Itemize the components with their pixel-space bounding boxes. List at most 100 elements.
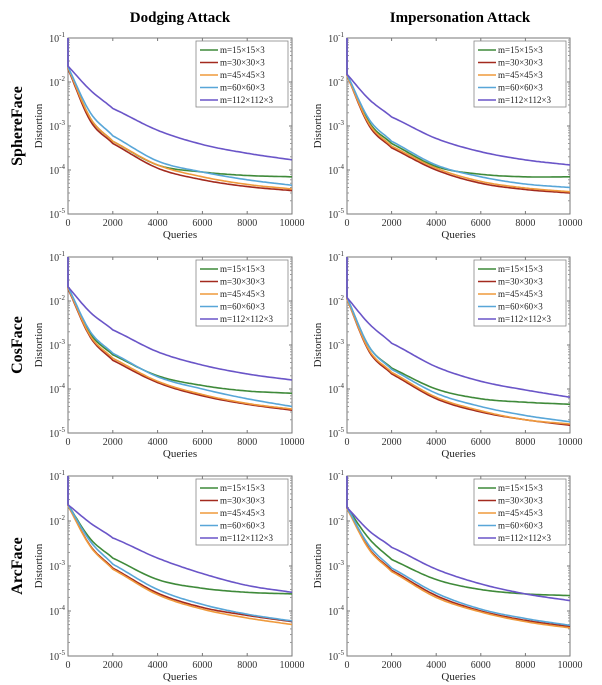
- x-tick-label: 8000: [237, 437, 257, 448]
- legend-label: m=15×15×3: [220, 45, 265, 55]
- series-line-3: [346, 476, 571, 629]
- y-tick-label: 10-1: [328, 31, 344, 45]
- legend-label: m=30×30×3: [498, 496, 543, 506]
- x-tick-label: 6000: [471, 660, 491, 671]
- legend-label: m=112×112×3: [220, 533, 274, 543]
- x-tick-label: 4000: [148, 437, 168, 448]
- y-tick-label: 10-5: [328, 426, 344, 440]
- y-tick-label: 10-1: [49, 469, 65, 483]
- series-line-4: [346, 476, 571, 627]
- series-line-4: [67, 476, 293, 622]
- y-axis-label: Distortion: [33, 543, 45, 588]
- x-tick-label: 2000: [103, 218, 123, 229]
- y-tick-label: 10-4: [49, 163, 65, 177]
- series-line-5: [346, 38, 571, 166]
- series-line-3: [67, 476, 293, 626]
- y-axis-label: Distortion: [312, 322, 324, 367]
- row-title-cosface: CosFace: [9, 316, 26, 374]
- x-tick-label: 8000: [515, 218, 535, 229]
- x-tick-label: 6000: [471, 218, 491, 229]
- legend-label: m=60×60×3: [220, 83, 265, 93]
- series-line-3: [67, 38, 293, 190]
- y-tick-label: 10-4: [328, 163, 344, 177]
- y-axis-label: Distortion: [33, 103, 45, 148]
- x-tick-label: 4000: [148, 218, 168, 229]
- legend-label: m=60×60×3: [498, 521, 543, 531]
- legend-label: m=15×15×3: [498, 264, 543, 274]
- legend: m=15×15×3 m=30×30×3 m=45×45×3 m=60×60×3 m=11…: [195, 259, 289, 327]
- series-line-5: [67, 476, 293, 594]
- x-axis-label: Queries: [163, 671, 197, 683]
- legend-label: m=112×112×3: [498, 533, 552, 543]
- legend-label: m=15×15×3: [498, 45, 543, 55]
- series-line-3: [346, 38, 571, 193]
- series-line-4: [67, 38, 293, 187]
- x-tick-label: 8000: [237, 660, 257, 671]
- series-line-5: [346, 257, 571, 398]
- column-title-impersonation: Impersonation Attack: [390, 10, 531, 26]
- x-tick-label: 2000: [382, 660, 402, 671]
- y-tick-label: 10-4: [49, 382, 65, 396]
- y-tick-label: 10-3: [49, 119, 65, 133]
- legend-label: m=112×112×3: [220, 95, 274, 105]
- legend: m=15×15×3 m=30×30×3 m=45×45×3 m=60×60×3 m=11…: [473, 40, 567, 108]
- legend-box: [473, 259, 567, 327]
- legend-label: m=45×45×3: [220, 508, 265, 518]
- legend-label: m=60×60×3: [220, 302, 265, 312]
- legend-label: m=112×112×3: [498, 314, 552, 324]
- legend-label: m=60×60×3: [498, 302, 543, 312]
- x-tick-label: 8000: [515, 437, 535, 448]
- legend-box: [195, 40, 289, 108]
- x-tick-label: 10000: [280, 218, 305, 229]
- legend-label: m=15×15×3: [220, 264, 265, 274]
- panel-sphereface-dodging: 0 2000 4000 6000 8000 10000 10-5 10-4 10-3 10-2 10…: [33, 31, 305, 241]
- legend-label: m=15×15×3: [220, 483, 265, 493]
- x-tick-label: 6000: [471, 437, 491, 448]
- row-title-sphereface: SphereFace: [9, 86, 26, 166]
- column-title-dodging: Dodging Attack: [130, 10, 231, 26]
- y-tick-label: 10-1: [49, 250, 65, 264]
- x-tick-label: 0: [66, 660, 71, 671]
- x-axis-label: Queries: [441, 229, 475, 241]
- y-tick-label: 10-5: [328, 207, 344, 221]
- y-tick-label: 10-5: [49, 649, 65, 663]
- legend-label: m=60×60×3: [498, 83, 543, 93]
- y-axis-label: Distortion: [33, 322, 45, 367]
- x-tick-label: 4000: [426, 660, 446, 671]
- x-tick-label: 10000: [558, 218, 583, 229]
- x-axis-label: Queries: [441, 671, 475, 683]
- y-tick-label: 10-3: [328, 338, 344, 352]
- y-tick-label: 10-3: [328, 119, 344, 133]
- legend: m=15×15×3 m=30×30×3 m=45×45×3 m=60×60×3 m=11…: [473, 478, 567, 546]
- legend-label: m=45×45×3: [498, 508, 543, 518]
- series-line-5: [346, 476, 571, 602]
- panel-arcface-dodging: 0 2000 4000 6000 8000 10000 10-5 10-4 10-3 10-2 10…: [33, 469, 305, 683]
- legend-label: m=30×30×3: [498, 58, 543, 68]
- panel-arcface-impersonation: 0 2000 4000 6000 8000 10000 10-5 10-4 10-3 10-2 10…: [312, 469, 583, 683]
- y-tick-label: 10-3: [49, 338, 65, 352]
- y-tick-label: 10-5: [328, 649, 344, 663]
- legend-box: [473, 478, 567, 546]
- x-tick-label: 4000: [148, 660, 168, 671]
- series-line-1: [67, 476, 293, 595]
- panel-cosface-impersonation: 0 2000 4000 6000 8000 10000 10-5 10-4 10-3 10-2 10…: [312, 250, 583, 460]
- y-tick-label: 10-3: [49, 559, 65, 573]
- x-tick-label: 0: [66, 437, 71, 448]
- legend-label: m=60×60×3: [220, 521, 265, 531]
- x-tick-label: 0: [66, 218, 71, 229]
- series-line-4: [67, 257, 293, 408]
- panel-cosface-dodging: 0 2000 4000 6000 8000 10000 10-5 10-4 10-3 10-2 10…: [33, 250, 305, 460]
- legend-label: m=30×30×3: [220, 496, 265, 506]
- legend-label: m=45×45×3: [220, 289, 265, 299]
- y-tick-label: 10-3: [328, 559, 344, 573]
- legend-label: m=45×45×3: [498, 70, 543, 80]
- x-axis-label: Queries: [441, 448, 475, 460]
- x-tick-label: 0: [345, 660, 350, 671]
- legend-box: [473, 40, 567, 108]
- x-axis-label: Queries: [163, 448, 197, 460]
- y-tick-label: 10-2: [49, 514, 65, 528]
- y-tick-label: 10-2: [49, 75, 65, 89]
- y-tick-label: 10-2: [328, 75, 344, 89]
- x-tick-label: 6000: [192, 218, 212, 229]
- legend-label: m=45×45×3: [220, 70, 265, 80]
